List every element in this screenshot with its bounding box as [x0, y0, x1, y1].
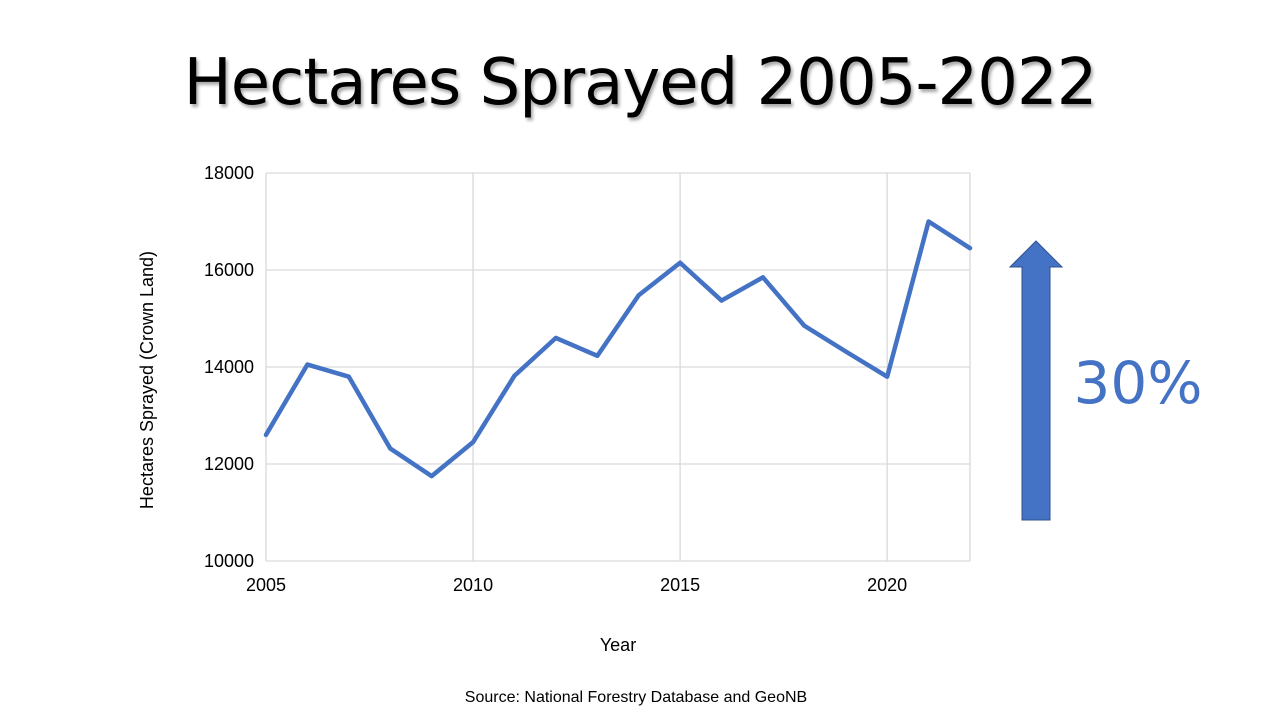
slide-title: Hectares Sprayed 2005-2022	[183, 46, 1098, 120]
x-tick-label: 2005	[246, 575, 286, 595]
x-tick-label: 2010	[453, 575, 493, 595]
percent-increase-callout: 30%	[1074, 349, 1203, 417]
x-tick-label: 2020	[867, 575, 907, 595]
chart-series	[263, 219, 973, 479]
source-note: Source: National Forestry Database and G…	[464, 689, 808, 706]
y-tick-label: 12000	[204, 454, 254, 474]
y-tick-label: 14000	[204, 357, 254, 377]
chart-grid	[265, 172, 971, 562]
x-tick-label: 2015	[660, 575, 700, 595]
x-axis-title: Year	[600, 635, 636, 655]
series-line	[263, 219, 973, 479]
y-axis-title: Hectares Sprayed (Crown Land)	[137, 251, 157, 509]
chart-tick-labels: 10000 12000 14000 16000 18000 2005 2010 2015 202…	[204, 163, 907, 595]
up-arrow-icon	[1008, 240, 1064, 521]
y-tick-label: 16000	[204, 260, 254, 280]
y-tick-label: 18000	[204, 163, 254, 183]
y-tick-label: 10000	[204, 551, 254, 571]
